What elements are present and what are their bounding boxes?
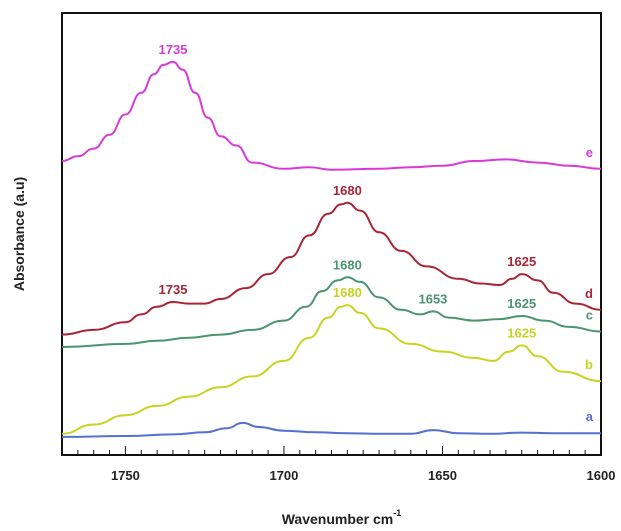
x-tick-label: 1650 [428, 468, 457, 483]
series-label-b: b [585, 357, 593, 372]
peak-annotation: 1653 [418, 291, 447, 306]
peak-annotation: 1625 [507, 325, 536, 340]
peak-annotation: 1680 [333, 257, 362, 272]
y-axis-label: Absorbance (a.u) [11, 177, 27, 291]
series-group: a b cd e [61, 60, 602, 438]
plot-frame [61, 12, 602, 456]
peak-annotation: 1735 [159, 282, 188, 297]
series-line-e [61, 60, 602, 171]
x-axis-label-text: Wavenumber cm [282, 511, 394, 527]
x-axis-label: Wavenumber cm-1 [282, 508, 402, 527]
x-axis-label-superscript: -1 [393, 508, 401, 518]
x-ticks: 1750 1700 1650 1600 [61, 446, 616, 483]
series-line-d [61, 201, 602, 336]
x-tick-label: 1750 [111, 468, 140, 483]
series-line-b [61, 304, 602, 435]
annotations: 1735 1680 1735 1625 1680 1653 1625 1680 1625 [159, 42, 537, 341]
series-line-c [61, 276, 602, 348]
series-line-a [61, 421, 601, 438]
series-label-e: e [586, 145, 593, 160]
series-label-a: a [586, 409, 594, 424]
peak-annotation: 1625 [507, 254, 536, 269]
series-label-c: c [586, 308, 593, 323]
peak-annotation: 1680 [333, 285, 362, 300]
x-tick-label: 1600 [587, 468, 616, 483]
peak-annotation: 1625 [507, 296, 536, 311]
peak-annotation: 1680 [333, 183, 362, 198]
peak-annotation: 1735 [159, 42, 188, 57]
series-label-d: d [585, 286, 593, 301]
x-tick-label: 1700 [269, 468, 298, 483]
